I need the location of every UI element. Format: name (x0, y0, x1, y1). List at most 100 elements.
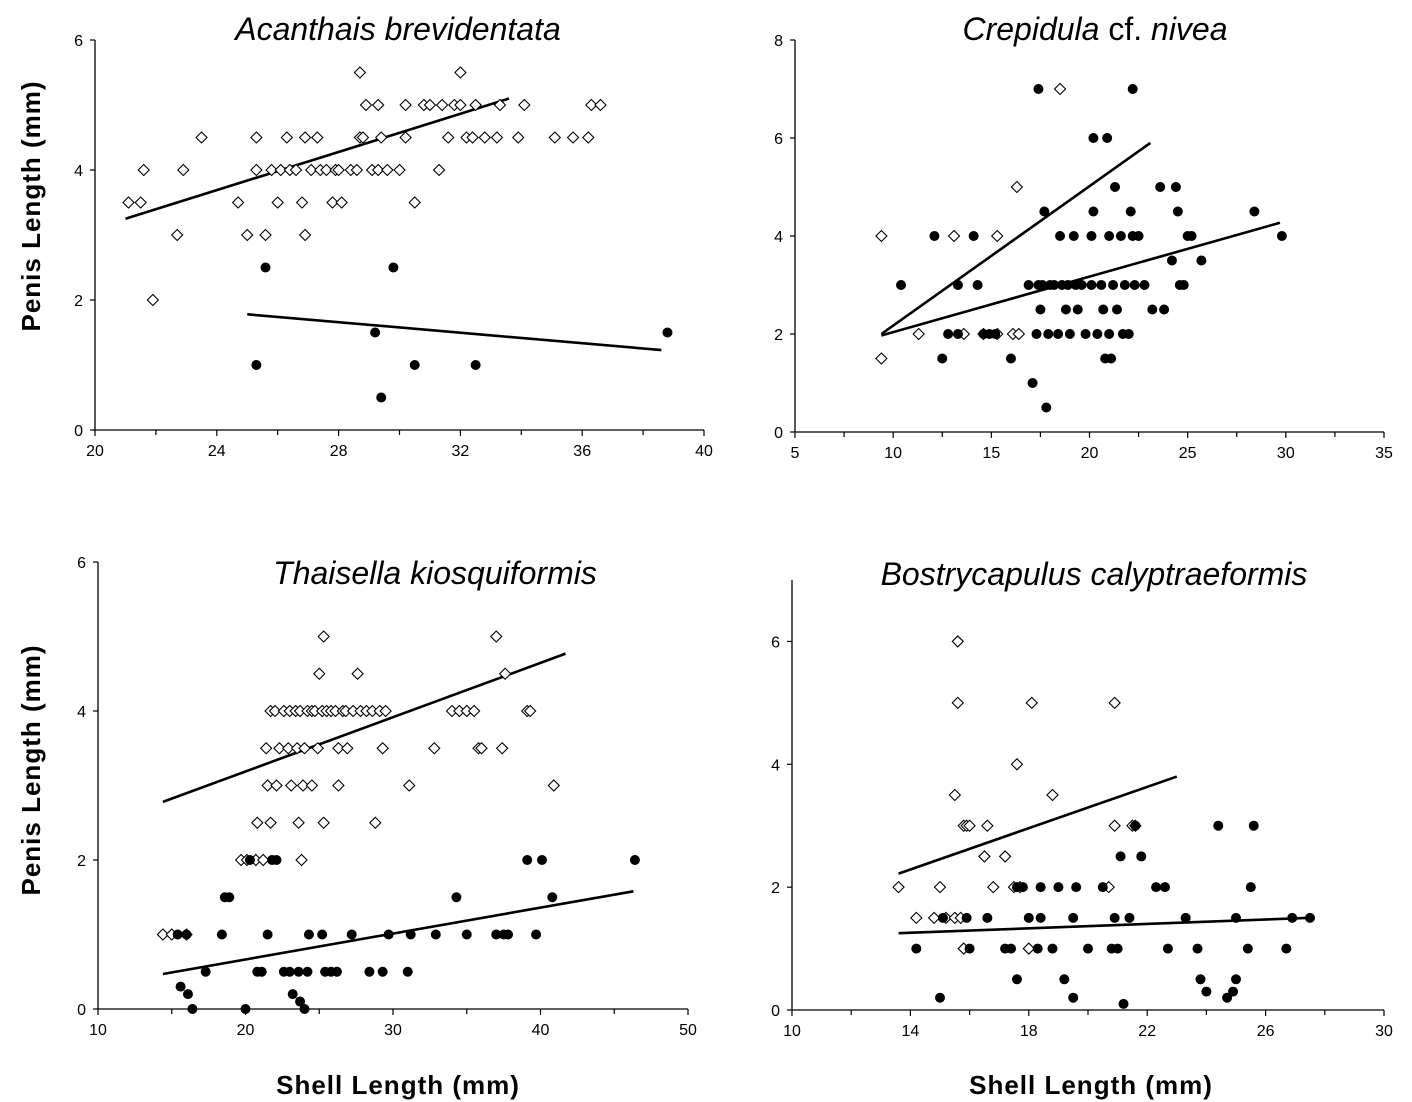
open-diamond-point (298, 228, 312, 242)
open-diamond-point (963, 819, 976, 832)
open-diamond-point (490, 131, 504, 144)
filled-circle-point (175, 981, 186, 992)
open-diamond-point (295, 853, 308, 867)
chart-title-part: Bostrycapulus calyptraeformis (881, 556, 1308, 592)
filled-circle-point (1196, 255, 1207, 266)
filled-circle-point (1228, 986, 1239, 997)
open-diamond-point (547, 779, 561, 792)
x-tick-label: 30 (1375, 1023, 1393, 1040)
open-diamond-point (1053, 82, 1067, 96)
filled-circle-point (181, 929, 192, 940)
filled-circle-point (935, 992, 945, 1003)
open-diamond-point (261, 779, 274, 792)
y-tick-label: 4 (77, 704, 86, 721)
open-diamond-point (475, 741, 488, 755)
filled-circle-point (260, 262, 271, 273)
y-tick-label: 6 (774, 131, 783, 148)
open-diamond-point (454, 66, 467, 79)
open-diamond-point (270, 779, 283, 792)
open-diamond-point (369, 816, 382, 830)
filled-circle-point (1276, 231, 1287, 241)
open-diamond-point (317, 816, 330, 830)
filled-circle-point (531, 929, 542, 940)
filled-circle-point (1068, 231, 1079, 241)
open-diamond-point (948, 788, 962, 802)
chart-title-part: Crepidula (962, 11, 1099, 47)
filled-circle-point (1162, 943, 1173, 954)
open-diamond-point (518, 98, 531, 112)
x-tick-label: 28 (330, 443, 348, 460)
filled-circle-point (224, 892, 235, 903)
filled-circle-point (896, 280, 907, 290)
x-tick-label: 15 (982, 445, 1000, 462)
filled-circle-point (1195, 974, 1206, 985)
filled-circle-point (1104, 231, 1115, 241)
filled-circle-point (364, 966, 375, 977)
filled-circle-point (1110, 182, 1121, 192)
open-diamond-point (146, 293, 160, 307)
filled-circle-point (547, 892, 558, 903)
open-diamond-point (910, 911, 923, 925)
filled-circle-point (293, 966, 304, 977)
filled-circle-point (1109, 912, 1120, 923)
filled-circle-point (346, 929, 357, 940)
open-diamond-point (435, 98, 449, 112)
open-diamond-point (296, 779, 310, 792)
open-diamond-point (1046, 788, 1059, 802)
filled-circle-point (937, 912, 948, 923)
open-diamond-point (892, 880, 905, 894)
filled-circle-point (1027, 378, 1038, 388)
filled-circle-point (172, 929, 183, 940)
open-diamond-point (379, 704, 392, 718)
open-diamond-point (933, 880, 947, 894)
open-diamond-point (374, 131, 388, 144)
filled-circle-point (1097, 882, 1108, 893)
open-diamond-point (399, 98, 412, 112)
open-diamond-point (317, 630, 330, 643)
filled-circle-point (1049, 280, 1060, 290)
y-tick-label: 4 (774, 229, 783, 246)
open-diamond-point (1022, 942, 1036, 955)
filled-circle-point (1248, 820, 1259, 831)
filled-circle-point (1151, 882, 1162, 893)
open-diamond-point (304, 163, 318, 177)
open-diamond-point (335, 196, 348, 209)
open-diamond-point (259, 741, 273, 755)
filled-circle-point (1006, 943, 1017, 954)
filled-circle-point (937, 353, 948, 364)
y-tick-label: 2 (771, 880, 780, 897)
open-diamond-point (137, 163, 150, 177)
filled-circle-point (1108, 280, 1119, 290)
open-diamond-point (256, 853, 270, 867)
chart-title: Acanthais brevidentata (233, 11, 561, 47)
y-axis-title-bottom: Penis Length (mm) (16, 644, 46, 895)
open-diamond-point (305, 779, 319, 792)
filled-circle-point (1119, 280, 1130, 290)
filled-circle-point (430, 929, 441, 940)
open-diamond-point (381, 163, 394, 177)
y-tick-label: 4 (74, 163, 83, 180)
open-diamond-point (467, 704, 481, 718)
open-diamond-point (280, 131, 294, 144)
open-diamond-point (402, 779, 416, 792)
filled-circle-point (1035, 882, 1046, 893)
filled-circle-point (1071, 882, 1082, 893)
open-diamond-point (998, 850, 1012, 863)
filled-circle-point (256, 966, 267, 977)
filled-circle-point (376, 392, 387, 403)
open-diamond-point (271, 196, 284, 209)
filled-circle-point (1159, 882, 1170, 893)
filled-circle-point (1123, 329, 1134, 339)
regression-line (898, 775, 1178, 875)
y-tick-label: 0 (77, 1002, 86, 1019)
filled-circle-point (331, 966, 342, 977)
open-diamond-point (353, 66, 367, 79)
filled-circle-point (1005, 353, 1016, 364)
filled-circle-point (244, 855, 255, 865)
open-diamond-point (332, 779, 345, 792)
filled-circle-point (968, 231, 979, 241)
open-diamond-point (1012, 327, 1026, 341)
filled-circle-point (1102, 133, 1113, 143)
regression-line (125, 97, 510, 220)
open-diamond-point (298, 131, 312, 144)
